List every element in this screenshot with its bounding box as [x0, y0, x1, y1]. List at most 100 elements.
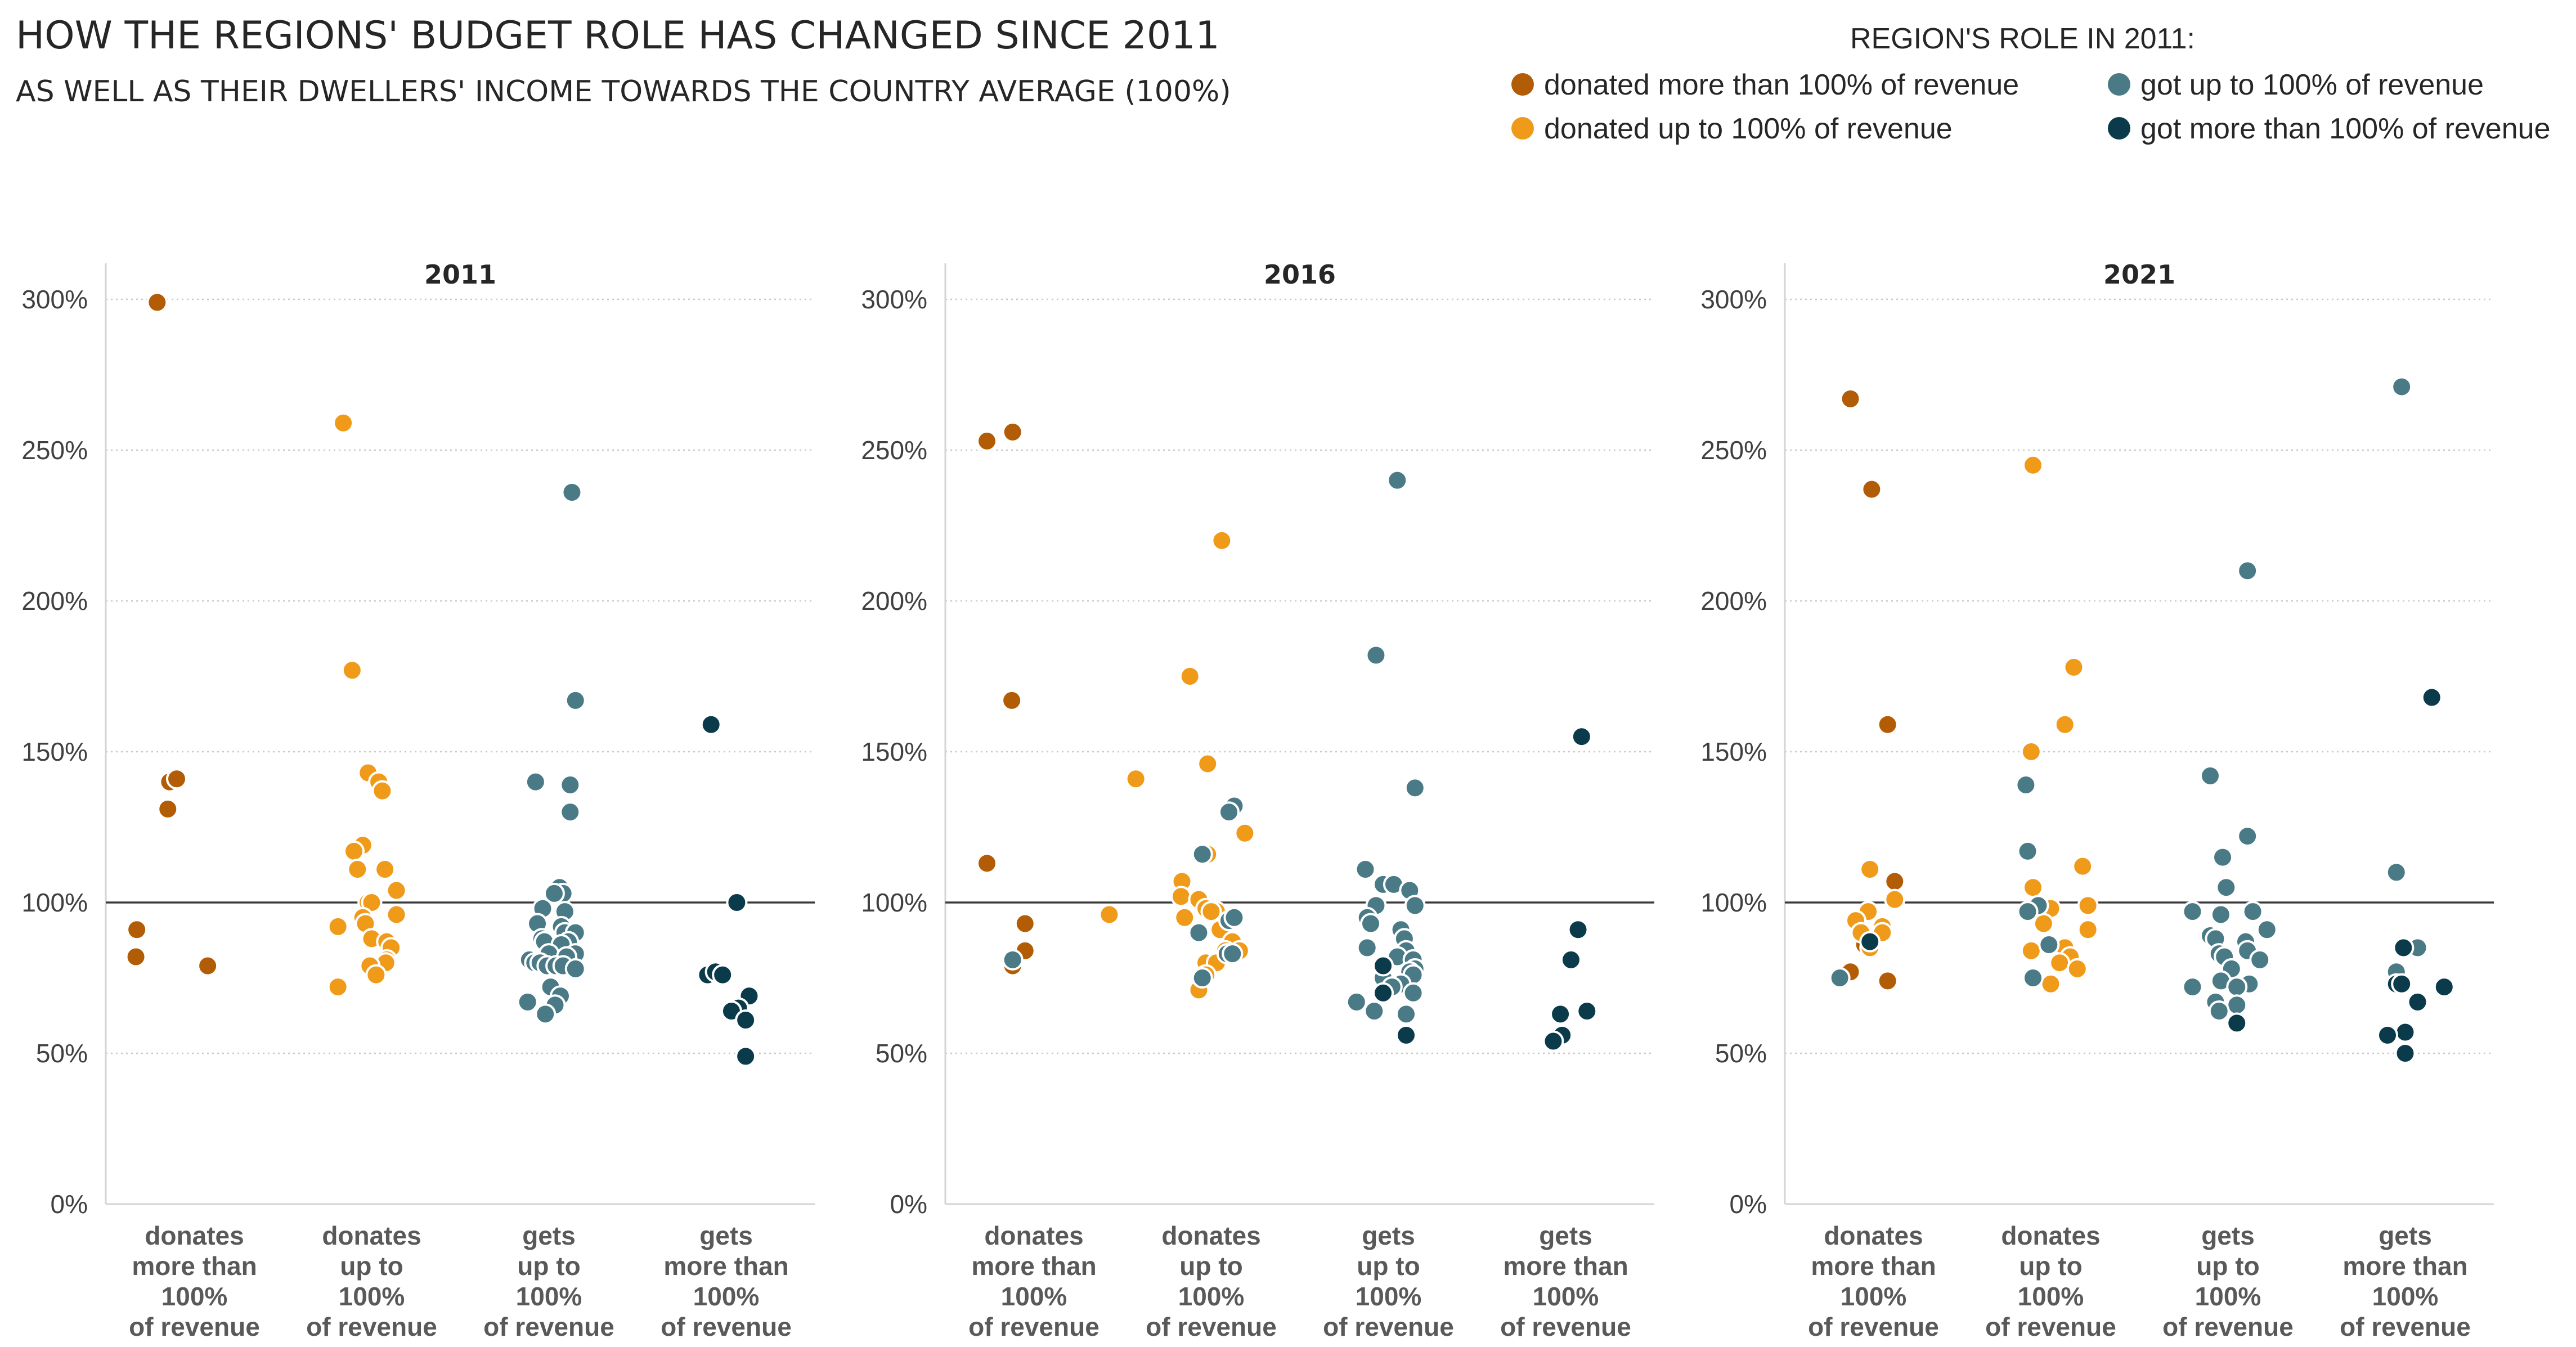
data-point	[559, 801, 581, 823]
legend: REGION'S ROLE IN 2011: donated more than…	[1511, 23, 2550, 145]
x-category-label-line: gets	[1362, 1221, 1415, 1250]
x-category-label-line: 100%	[339, 1282, 405, 1311]
data-point	[2242, 901, 2264, 923]
x-category-label: gets more than 100% of revenue	[2340, 1221, 2471, 1341]
y-tick-label: 200%	[1700, 586, 1767, 616]
data-point	[347, 859, 369, 881]
data-point	[2421, 686, 2443, 708]
x-category-label-line: gets	[522, 1221, 576, 1250]
data-point	[2391, 376, 2413, 398]
data-point	[535, 1003, 557, 1025]
y-tick-label: 100%	[21, 888, 88, 917]
data-point	[1174, 906, 1196, 928]
data-point	[1354, 859, 1376, 881]
data-point	[524, 771, 546, 793]
x-category-label-line: up to	[1179, 1251, 1242, 1281]
data-point	[2226, 1012, 2248, 1034]
legend-item: got up to 100% of revenue	[2108, 69, 2484, 101]
x-category-label-line: donates	[2001, 1221, 2100, 1250]
data-point	[2182, 901, 2203, 923]
data-point	[385, 879, 407, 901]
data-point	[2017, 901, 2039, 923]
x-category-label: donates more than 100% of revenue	[968, 1221, 1099, 1341]
data-point	[1884, 888, 1906, 910]
x-category-label-line: of revenue	[1985, 1312, 2116, 1341]
data-point	[1395, 1003, 1417, 1025]
legend-item: donated more than 100% of revenue	[1511, 69, 2019, 101]
data-point	[1576, 1000, 1598, 1022]
data-point	[2377, 1024, 2398, 1046]
y-tick-label: 0%	[890, 1189, 927, 1219]
data-point	[1002, 949, 1024, 971]
data-point	[1859, 931, 1881, 953]
y-tick-label: 0%	[1730, 1189, 1767, 1219]
legend-label: got more than 100% of revenue	[2140, 113, 2550, 145]
data-point	[166, 768, 187, 790]
data-point	[1372, 982, 1394, 1004]
data-point	[2038, 934, 2060, 956]
x-category-label: gets up to 100% of revenue	[483, 1221, 614, 1341]
data-point	[2249, 949, 2271, 971]
data-point	[1550, 1003, 1572, 1025]
y-tick-label: 100%	[1700, 888, 1767, 917]
x-category-label: donates up to 100% of revenue	[306, 1221, 437, 1341]
x-category-label-line: of revenue	[1808, 1312, 1939, 1341]
x-category-label-line: more than	[1811, 1251, 1936, 1281]
x-category-label-line: 100%	[1001, 1282, 1067, 1311]
data-point	[2407, 991, 2429, 1013]
x-category-label-line: of revenue	[968, 1312, 1099, 1341]
legend-swatch	[1511, 73, 1534, 96]
y-tick-label: 250%	[1700, 435, 1767, 465]
data-point	[543, 882, 565, 904]
data-point	[1560, 949, 1582, 971]
x-category-label-line: 100%	[516, 1282, 582, 1311]
data-point	[1170, 886, 1192, 908]
x-category-label-line: 100%	[161, 1282, 228, 1311]
y-tick-label: 100%	[861, 888, 927, 917]
data-point	[343, 840, 365, 862]
data-point	[2049, 952, 2071, 974]
data-point	[2063, 656, 2085, 678]
data-point	[1884, 870, 1906, 892]
data-point	[2208, 1000, 2230, 1022]
y-tick-label: 300%	[1700, 285, 1767, 314]
data-point	[333, 412, 354, 434]
data-point	[1404, 895, 1426, 917]
y-tick-label: 50%	[1715, 1039, 1767, 1068]
data-point	[1567, 919, 1589, 941]
legend-title: REGION'S ROLE IN 2011:	[1850, 23, 2195, 55]
data-point	[2433, 976, 2455, 998]
data-point	[327, 915, 349, 937]
x-category-label-line: more than	[132, 1251, 257, 1281]
legend-label: donated more than 100% of revenue	[1544, 69, 2019, 101]
legend-item: donated up to 100% of revenue	[1511, 113, 1953, 145]
data-point	[712, 964, 734, 986]
data-point	[2385, 861, 2407, 883]
data-point	[2040, 973, 2062, 995]
data-point	[385, 904, 407, 926]
data-point	[2394, 1043, 2416, 1064]
x-category-label-line: 100%	[1841, 1282, 1907, 1311]
data-point	[1188, 922, 1210, 944]
data-point	[517, 991, 538, 1013]
x-category-label-line: gets	[2378, 1221, 2432, 1250]
x-category-label-line: more than	[663, 1251, 788, 1281]
data-point	[1570, 726, 1592, 748]
data-point	[2020, 741, 2042, 762]
data-point	[327, 976, 349, 998]
data-point	[2226, 976, 2248, 998]
x-category-label-line: of revenue	[1500, 1312, 1631, 1341]
x-category-label: gets more than 100% of revenue	[1500, 1221, 1631, 1341]
x-category-label-line: 100%	[693, 1282, 760, 1311]
data-point	[2020, 940, 2042, 962]
data-point	[2394, 1021, 2416, 1043]
x-category-label-line: donates	[1161, 1221, 1260, 1250]
x-category-label-line: of revenue	[661, 1312, 792, 1341]
data-point	[1404, 777, 1426, 799]
data-point	[1234, 822, 1256, 844]
data-point	[365, 964, 387, 986]
x-category-label-line: gets	[699, 1221, 753, 1250]
